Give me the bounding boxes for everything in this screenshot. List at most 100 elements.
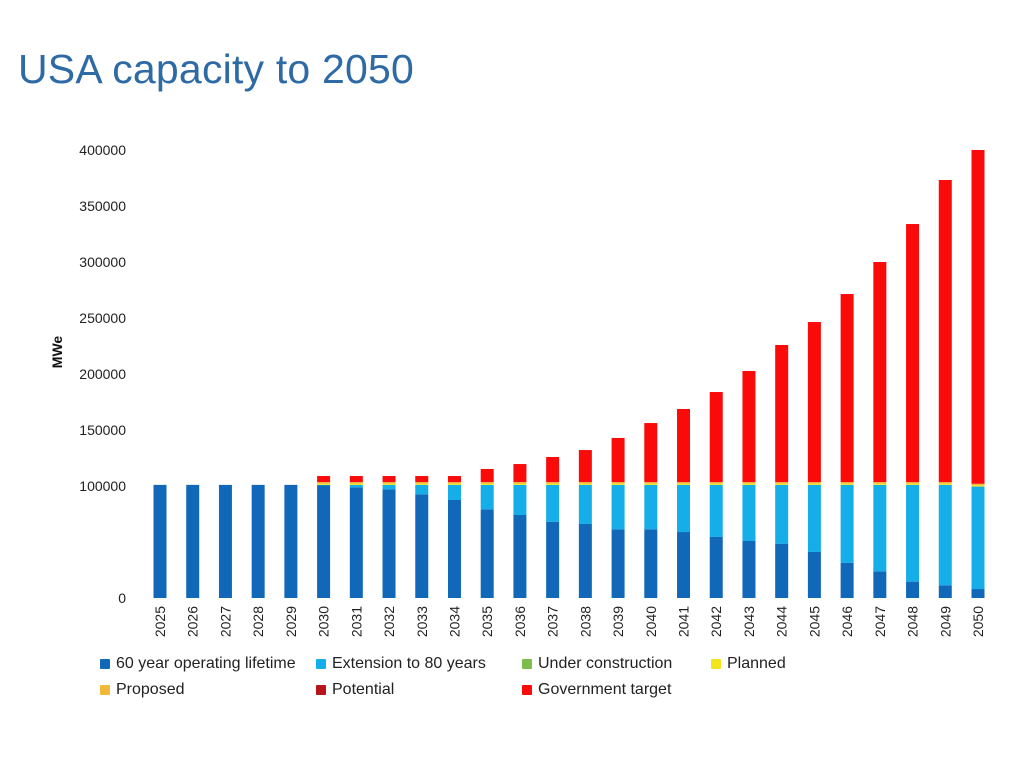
- bar-segment-60-year-operating-lifetime: [611, 529, 625, 598]
- legend-item-60-year-operating-lifetime: 60 year operating lifetime: [100, 655, 296, 673]
- x-tick-label: 2034: [446, 606, 462, 637]
- bar-segment-extension-to-80-years: [415, 484, 429, 495]
- bar-segment-extension-to-80-years: [546, 484, 560, 522]
- bar-segment-extension-to-80-years: [873, 484, 887, 572]
- y-tick-label: 100000: [79, 478, 126, 494]
- bar-segment-proposed: [938, 482, 952, 484]
- bar-segment-proposed: [873, 482, 887, 484]
- legend-swatch: [316, 659, 326, 669]
- x-tick-label: 2039: [610, 606, 626, 637]
- legend-swatch: [100, 685, 110, 695]
- bar-segment-planned: [906, 483, 920, 485]
- bar-segment-60-year-operating-lifetime: [284, 484, 298, 598]
- bar-segment-extension-to-80-years: [611, 484, 625, 530]
- y-tick-label: 400000: [79, 142, 126, 158]
- bar-segment-extension-to-80-years: [775, 484, 789, 544]
- bar-stack-2025: [153, 484, 167, 598]
- y-tick-label: 0: [118, 590, 126, 606]
- y-tick-label: 350000: [79, 198, 126, 214]
- bar-segment-government-target: [447, 476, 461, 483]
- x-tick-label: 2040: [643, 606, 659, 637]
- bar-segment-proposed: [677, 482, 691, 484]
- bar-segment-extension-to-80-years: [480, 484, 494, 510]
- bar-stack-2028: [251, 484, 265, 598]
- bar-segment-proposed: [513, 482, 527, 484]
- bar-segment-60-year-operating-lifetime: [971, 589, 985, 598]
- x-tick-label: 2032: [381, 606, 397, 637]
- x-tick-label: 2044: [774, 606, 790, 637]
- legend-swatch: [522, 659, 532, 669]
- legend-item-extension-to-80-years: Extension to 80 years: [316, 655, 486, 673]
- x-tick-label: 2026: [185, 606, 201, 637]
- bars: [153, 150, 985, 598]
- bar-segment-extension-to-80-years: [578, 484, 592, 524]
- legend-item-planned: Planned: [711, 655, 786, 673]
- bar-segment-proposed: [546, 482, 560, 484]
- x-tick-label: 2033: [414, 606, 430, 637]
- bar-segment-60-year-operating-lifetime: [873, 571, 887, 598]
- bar-segment-government-target: [546, 456, 560, 483]
- bar-segment-60-year-operating-lifetime: [840, 562, 854, 598]
- bar-segment-proposed: [742, 482, 756, 484]
- bar-stack-2038: [578, 450, 592, 598]
- bar-segment-60-year-operating-lifetime: [186, 484, 200, 598]
- bar-segment-extension-to-80-years: [677, 484, 691, 533]
- x-tick-label: 2043: [741, 606, 757, 637]
- y-tick-label: 300000: [79, 254, 126, 270]
- bar-segment-proposed: [644, 482, 658, 484]
- bar-segment-extension-to-80-years: [742, 484, 756, 541]
- bar-segment-planned: [873, 483, 887, 485]
- x-axis: 2025 2026 2027 2028 2029 2030 2031 2032 2033 2034…: [152, 606, 986, 637]
- bar-stack-2044: [775, 344, 789, 598]
- bar-segment-planned: [447, 483, 461, 485]
- bar-segment-proposed: [775, 482, 789, 484]
- bar-segment-government-target: [611, 437, 625, 483]
- bar-segment-proposed: [578, 482, 592, 484]
- bar-segment-government-target: [873, 262, 887, 483]
- bar-segment-government-target: [382, 476, 396, 483]
- legend-label: Extension to 80 years: [332, 655, 486, 672]
- legend-label: Potential: [332, 681, 395, 698]
- bar-stack-2040: [644, 423, 658, 598]
- bar-segment-government-target: [742, 370, 756, 483]
- bar-segment-60-year-operating-lifetime: [938, 585, 952, 598]
- bar-segment-60-year-operating-lifetime: [349, 487, 363, 598]
- x-tick-label: 2046: [839, 606, 855, 637]
- x-tick-label: 2028: [250, 606, 266, 637]
- legend-label: 60 year operating lifetime: [116, 655, 296, 672]
- bar-segment-60-year-operating-lifetime: [513, 515, 527, 598]
- legend-item-government-target: Government target: [522, 681, 671, 699]
- bar-segment-proposed: [317, 482, 331, 484]
- y-axis: 0 100000 150000 200000 250000 300000 350000 400…: [79, 142, 126, 606]
- bar-segment-planned: [317, 483, 331, 485]
- x-tick-label: 2038: [577, 606, 593, 637]
- bar-segment-proposed: [971, 483, 985, 486]
- legend-swatch: [711, 659, 721, 669]
- bar-segment-government-target: [317, 476, 331, 483]
- bar-stack-2049: [938, 180, 952, 598]
- bar-segment-planned: [677, 483, 691, 485]
- bar-segment-proposed: [447, 482, 461, 484]
- bar-stack-2039: [611, 437, 625, 598]
- bar-segment-60-year-operating-lifetime: [906, 581, 920, 598]
- y-tick-label: 250000: [79, 310, 126, 326]
- x-tick-label: 2035: [479, 606, 495, 637]
- bar-segment-60-year-operating-lifetime: [709, 536, 723, 598]
- bar-stack-2029: [284, 484, 298, 598]
- bar-stack-2026: [186, 484, 200, 598]
- bar-segment-extension-to-80-years: [906, 484, 920, 582]
- x-tick-label: 2042: [708, 606, 724, 637]
- bar-stack-2047: [873, 262, 887, 598]
- bar-segment-extension-to-80-years: [644, 484, 658, 530]
- bar-stack-2037: [546, 456, 560, 598]
- bar-segment-planned: [578, 483, 592, 485]
- legend: 60 year operating lifetime Extension to 8…: [100, 655, 1000, 707]
- bar-segment-government-target: [415, 476, 429, 483]
- y-axis-label: MWe: [49, 336, 65, 369]
- bar-segment-government-target: [513, 464, 527, 483]
- bar-segment-planned: [349, 483, 363, 485]
- bar-stack-2043: [742, 370, 756, 598]
- slide-title: USA capacity to 2050: [18, 46, 415, 92]
- bar-segment-extension-to-80-years: [513, 484, 527, 516]
